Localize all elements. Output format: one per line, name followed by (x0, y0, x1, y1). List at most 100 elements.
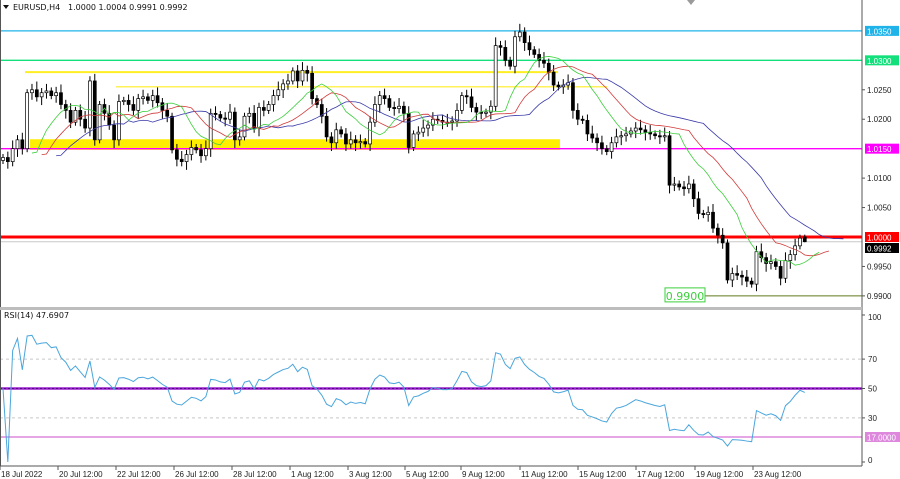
candle[interactable] (691, 179, 696, 207)
candle[interactable] (595, 133, 599, 152)
panel-separator[interactable] (0, 307, 862, 310)
candle[interactable] (247, 107, 252, 124)
candle[interactable] (421, 119, 426, 137)
candle[interactable] (532, 46, 537, 58)
candle[interactable] (377, 90, 382, 113)
candle[interactable] (585, 114, 590, 142)
candle[interactable] (696, 191, 701, 220)
price-panel[interactable]: 0.9900 (0, 23, 862, 303)
candle[interactable] (339, 126, 343, 138)
candle[interactable] (121, 96, 126, 106)
candle[interactable] (368, 116, 372, 152)
candle[interactable] (271, 89, 276, 112)
candle[interactable] (276, 81, 281, 101)
candle[interactable] (749, 277, 754, 288)
candle[interactable] (464, 89, 469, 104)
candle[interactable] (204, 140, 208, 161)
candle[interactable] (237, 129, 242, 146)
candle[interactable] (324, 108, 329, 142)
candle[interactable] (59, 84, 63, 110)
candle[interactable] (788, 249, 793, 269)
candle[interactable] (744, 269, 749, 288)
candle[interactable] (706, 206, 711, 222)
candle[interactable] (54, 86, 58, 103)
candle[interactable] (218, 110, 223, 122)
candle[interactable] (290, 67, 295, 85)
candle[interactable] (208, 108, 213, 157)
candle[interactable] (740, 270, 744, 286)
candle[interactable] (10, 140, 15, 167)
candle[interactable] (735, 265, 740, 280)
candle[interactable] (508, 56, 512, 70)
candle[interactable] (711, 204, 715, 233)
candle[interactable] (20, 132, 25, 155)
candle[interactable] (720, 228, 725, 249)
candle[interactable] (474, 102, 479, 121)
candle[interactable] (754, 245, 759, 292)
support-label-box[interactable] (664, 287, 706, 303)
candle[interactable] (571, 77, 575, 119)
candle[interactable] (672, 176, 677, 192)
candle[interactable] (662, 127, 667, 142)
candle[interactable] (658, 129, 662, 144)
candle[interactable] (392, 101, 397, 116)
candle[interactable] (460, 92, 464, 114)
candle[interactable] (411, 130, 416, 152)
candle[interactable] (286, 73, 290, 90)
candle[interactable] (542, 52, 546, 68)
candle[interactable] (88, 76, 92, 137)
candle[interactable] (619, 130, 624, 146)
menu-triangle-icon[interactable] (3, 5, 9, 9)
candle[interactable] (141, 89, 145, 105)
candle[interactable] (165, 103, 170, 123)
candle[interactable] (397, 98, 401, 114)
candle[interactable] (604, 145, 609, 156)
candle[interactable] (590, 125, 595, 143)
candle[interactable] (34, 81, 39, 102)
candle[interactable] (30, 83, 34, 100)
candle[interactable] (426, 120, 430, 137)
candle[interactable] (798, 234, 802, 250)
candle[interactable] (252, 105, 257, 133)
candle[interactable] (261, 100, 266, 117)
candle[interactable] (310, 66, 314, 105)
candle[interactable] (78, 104, 83, 127)
candle[interactable] (49, 87, 54, 100)
candle[interactable] (730, 267, 735, 288)
candle[interactable] (83, 110, 87, 133)
candle[interactable] (136, 93, 141, 119)
candle[interactable] (5, 151, 10, 169)
candle[interactable] (266, 100, 271, 114)
candle[interactable] (73, 106, 78, 126)
candle[interactable] (353, 135, 358, 152)
candle[interactable] (363, 138, 368, 148)
candle[interactable] (25, 89, 29, 153)
candle[interactable] (667, 130, 672, 194)
candle[interactable] (15, 135, 20, 157)
candle[interactable] (537, 48, 541, 68)
candle[interactable] (175, 143, 179, 167)
candle[interactable] (802, 234, 807, 243)
candle[interactable] (677, 180, 682, 191)
candle[interactable] (522, 27, 527, 51)
candle[interactable] (126, 94, 131, 112)
candle[interactable] (600, 135, 604, 155)
candle[interactable] (687, 175, 691, 194)
candle[interactable] (387, 95, 392, 111)
candle[interactable] (373, 96, 377, 127)
candle[interactable] (281, 79, 285, 99)
candle[interactable] (416, 126, 421, 142)
candle[interactable] (146, 93, 150, 104)
candle[interactable] (715, 223, 720, 244)
candle[interactable] (484, 108, 488, 117)
candle[interactable] (189, 140, 194, 161)
candle[interactable] (725, 239, 730, 284)
candle[interactable] (334, 122, 339, 149)
candle[interactable] (503, 40, 508, 67)
candle[interactable] (97, 100, 102, 144)
candle[interactable] (117, 94, 121, 146)
candle[interactable] (469, 88, 474, 113)
candle[interactable] (682, 181, 686, 196)
candle[interactable] (488, 100, 493, 120)
candle[interactable] (179, 151, 184, 167)
